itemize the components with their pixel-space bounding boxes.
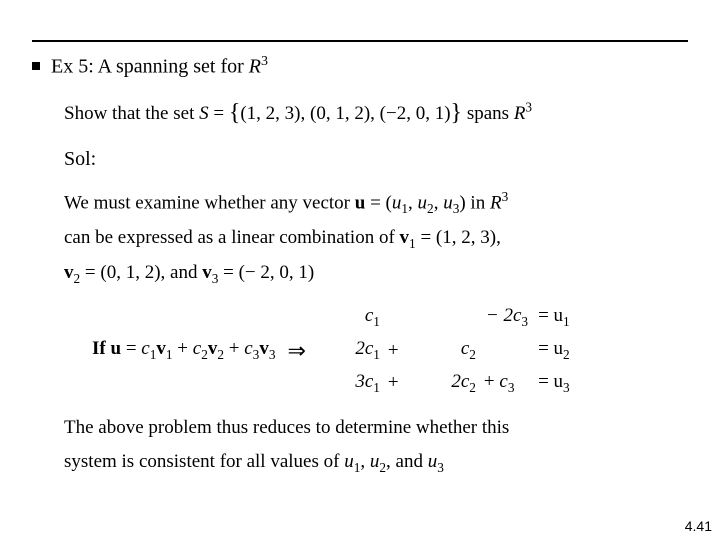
- r1as: 1: [373, 314, 380, 329]
- r1us: 1: [563, 314, 570, 329]
- paragraph-2: The above problem thus reduces to determ…: [64, 411, 688, 480]
- r3eq: = u: [538, 371, 563, 392]
- p2-c2: , and: [386, 451, 428, 472]
- p1-l1b: = (: [365, 192, 392, 213]
- system-table: c1 − 2c3 = u1 2c1 + c2 = u2 3c1 + 2c2: [336, 300, 582, 400]
- r2eq: = u: [538, 338, 563, 359]
- r3us: 3: [563, 380, 570, 395]
- if-v2: v: [208, 338, 218, 359]
- slide-content: Ex 5: A spanning set for R3 Show that th…: [32, 54, 688, 480]
- p1-l3b: = (− 2, 0, 1): [218, 262, 314, 283]
- p1-v1s: 1: [409, 236, 416, 251]
- title-text: Ex 5: A spanning set for: [51, 56, 249, 78]
- p1-l2a: can be expressed as a linear combination…: [64, 227, 400, 248]
- r3a: 3c: [355, 371, 373, 392]
- p1-c2: ,: [434, 192, 444, 213]
- if-u: u: [110, 338, 121, 359]
- table-row: 3c1 + 2c2 + c3 = u3: [338, 368, 580, 399]
- equation-block: If u = c1v1 + c2v2 + c3v3 ⇒ c1 − 2c3 = u…: [92, 300, 688, 400]
- if-v1: v: [156, 338, 166, 359]
- p2-s3: 3: [437, 460, 444, 475]
- page-number: 4.41: [685, 518, 712, 534]
- show-space: R: [514, 103, 526, 124]
- if-equation-row: If u = c1v1 + c2v2 + c3v3 ⇒ c1 − 2c3 = u…: [92, 300, 688, 400]
- table-row: 2c1 + c2 = u2: [338, 335, 580, 366]
- p1-v1: v: [400, 227, 410, 248]
- r2as: 1: [373, 347, 380, 362]
- r1eq: = u: [538, 305, 563, 326]
- p2-u2: u: [370, 451, 380, 472]
- show-pre: Show that the set: [64, 103, 199, 124]
- p1-l1c: ) in: [459, 192, 490, 213]
- r2bs: 2: [469, 347, 476, 362]
- p2-l1: The above problem thus reduces to determ…: [64, 417, 509, 438]
- p1-s2: 2: [427, 201, 434, 216]
- if-v1s: 1: [166, 347, 173, 362]
- solution-label: Sol:: [64, 148, 688, 171]
- title-space: R: [249, 56, 261, 78]
- show-statement: Show that the set S = {(1, 2, 3), (0, 1,…: [64, 91, 688, 134]
- show-set-inner: (1, 2, 3), (0, 1, 2), (−2, 0, 1): [240, 103, 450, 124]
- title-exp: 3: [261, 54, 268, 69]
- horizontal-rule: [32, 40, 688, 42]
- p1-c1: ,: [408, 192, 418, 213]
- p1-v2: v: [64, 262, 74, 283]
- p1-space: R: [490, 192, 502, 213]
- p2-u3: u: [428, 451, 438, 472]
- if-v3s: 3: [269, 347, 276, 362]
- p1-u1: u: [392, 192, 402, 213]
- p1-l1a: We must examine whether any vector: [64, 192, 355, 213]
- if-p1: +: [173, 338, 193, 359]
- if-c3: c: [244, 338, 252, 359]
- r3bs: 2: [469, 380, 476, 395]
- lbrace-icon: {: [229, 100, 241, 126]
- r3cs: 3: [508, 380, 515, 395]
- implies-icon: ⇒: [287, 338, 305, 364]
- r2a: 2c: [355, 338, 373, 359]
- if-v2s: 2: [217, 347, 224, 362]
- p2-l2a: system is consistent for all values of: [64, 451, 344, 472]
- p2-u1: u: [344, 451, 354, 472]
- r2us: 2: [563, 347, 570, 362]
- rbrace-icon: }: [451, 100, 463, 126]
- p1-u2: u: [418, 192, 428, 213]
- example-title: Ex 5: A spanning set for R3: [32, 54, 688, 79]
- p1-l2b: = (1, 2, 3),: [416, 227, 501, 248]
- if-c1: c: [141, 338, 149, 359]
- show-S: S: [199, 103, 209, 124]
- show-eq: =: [209, 103, 229, 124]
- p1-u: u: [355, 192, 366, 213]
- r1bs: 3: [521, 314, 528, 329]
- r1a: c: [365, 305, 373, 326]
- p1-v3: v: [202, 262, 212, 283]
- p1-l3a: = (0, 1, 2), and: [80, 262, 202, 283]
- if-c2: c: [193, 338, 201, 359]
- if-c2s: 2: [201, 347, 208, 362]
- show-post: spans: [462, 103, 514, 124]
- paragraph-1: We must examine whether any vector u = (…: [64, 185, 688, 290]
- r3c: c: [499, 371, 507, 392]
- r2b: c: [461, 338, 469, 359]
- show-exp: 3: [525, 99, 532, 114]
- if-v3: v: [259, 338, 269, 359]
- table-row: c1 − 2c3 = u1: [338, 302, 580, 333]
- r3as: 1: [373, 380, 380, 395]
- r3b: 2c: [451, 371, 469, 392]
- if-p2: +: [224, 338, 244, 359]
- bullet-icon: [32, 62, 40, 70]
- p2-c1: ,: [360, 451, 370, 472]
- p1-u3: u: [443, 192, 453, 213]
- if-label: If: [92, 338, 110, 359]
- p1-exp: 3: [502, 189, 509, 204]
- if-eq: =: [121, 338, 141, 359]
- r1b: − 2c: [486, 305, 522, 326]
